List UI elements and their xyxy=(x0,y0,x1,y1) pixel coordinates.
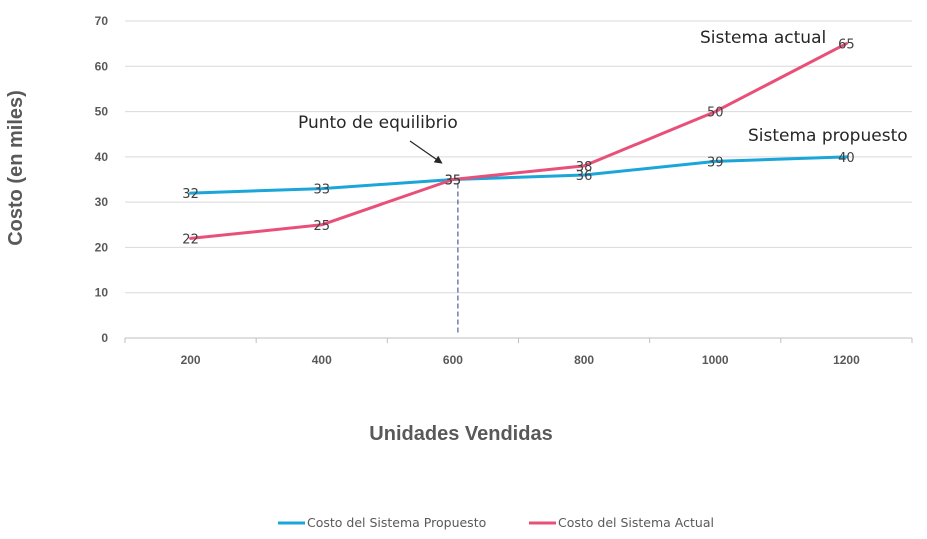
x-tick-label: 600 xyxy=(443,353,463,367)
y-tick-label: 10 xyxy=(95,286,109,300)
y-tick-label: 50 xyxy=(95,105,109,119)
data-label: 33 xyxy=(313,183,330,198)
data-label: 22 xyxy=(182,232,199,247)
y-tick-label: 20 xyxy=(95,240,109,254)
x-tick-label: 1000 xyxy=(702,353,729,367)
x-axis xyxy=(124,337,913,343)
x-axis-ticks: 200 400 600 800 1000 1200 xyxy=(181,353,861,367)
data-label: 35 xyxy=(445,174,462,189)
y-tick-label: 0 xyxy=(101,331,108,345)
y-tick-label: 30 xyxy=(95,195,109,209)
x-axis-title: Unidades Vendidas xyxy=(369,423,552,445)
x-tick-label: 800 xyxy=(574,353,594,367)
legend: Costo del Sistema Propuesto Costo del Si… xyxy=(278,515,714,530)
gridlines xyxy=(125,20,912,294)
data-label: 65 xyxy=(838,38,855,53)
data-label: 32 xyxy=(182,187,199,202)
data-label: 40 xyxy=(838,151,855,166)
data-label: 50 xyxy=(707,106,724,121)
y-axis-ticks: 0 10 20 30 40 50 60 70 xyxy=(95,14,109,345)
equilibrium-arrow xyxy=(409,140,443,164)
x-tick-label: 200 xyxy=(181,353,201,367)
data-label: 39 xyxy=(707,155,724,170)
x-tick-label: 400 xyxy=(312,353,332,367)
series-line-0 xyxy=(189,155,848,195)
series-line-1 xyxy=(189,42,848,240)
data-label: 35 xyxy=(445,174,462,189)
annotation-current-system: Sistema actual xyxy=(700,28,826,48)
series-lines xyxy=(189,42,848,240)
annotation-proposed-system: Sistema propuesto xyxy=(748,126,908,146)
data-label: 25 xyxy=(313,219,330,234)
y-tick-label: 60 xyxy=(95,59,109,73)
data-label: 36 xyxy=(576,169,593,184)
legend-label-proposed: Costo del Sistema Propuesto xyxy=(307,515,486,530)
legend-label-current: Costo del Sistema Actual xyxy=(558,515,714,530)
x-tick-label: 1200 xyxy=(833,353,860,367)
y-tick-label: 40 xyxy=(95,150,109,164)
data-label: 38 xyxy=(576,160,593,175)
y-axis-title: Costo (en miles) xyxy=(5,90,27,246)
y-tick-label: 70 xyxy=(95,14,109,28)
annotation-equilibrium: Punto de equilibrio xyxy=(298,113,458,133)
